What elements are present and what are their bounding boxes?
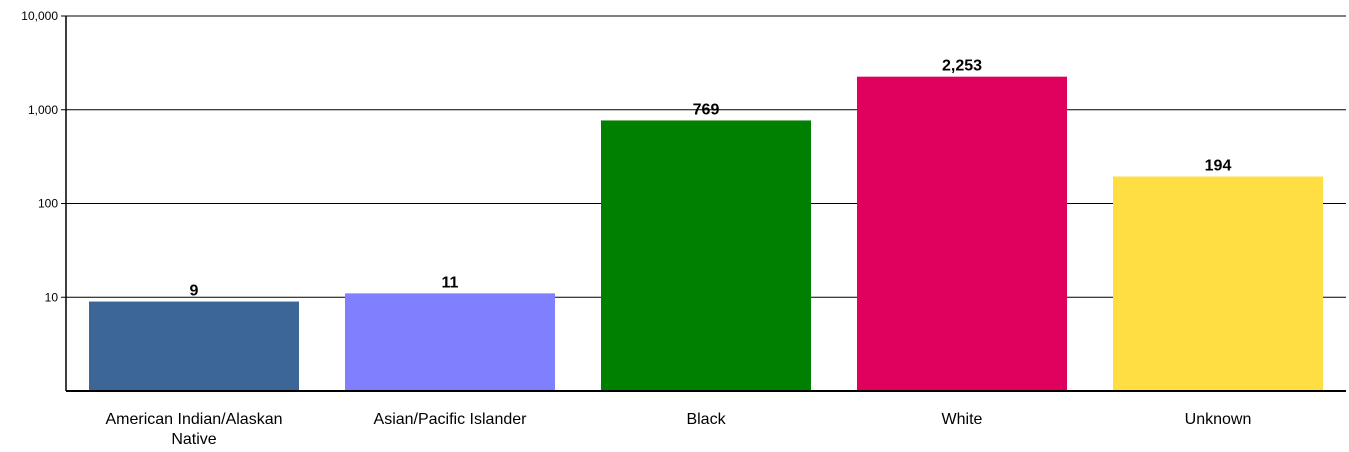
category-label: White [942, 411, 983, 428]
bar [345, 293, 555, 391]
axes [65, 16, 1346, 392]
bar [601, 120, 811, 392]
data-labels: 9 11 769 2,253 194 [190, 58, 1232, 300]
y-tick-label: 10 [45, 290, 59, 304]
data-label: 11 [442, 274, 459, 291]
category-label: Unknown [1185, 411, 1252, 428]
category-label: American Indian/Alaskan [106, 411, 283, 428]
category-label: Asian/Pacific Islander [374, 411, 528, 428]
data-label: 9 [190, 283, 199, 300]
y-tick-label: 10,000 [21, 9, 58, 23]
bar [89, 301, 299, 391]
data-label: 769 [693, 101, 720, 118]
category-label: Black [686, 411, 726, 428]
category-labels: American Indian/Alaskan Native Asian/Pacif… [106, 411, 1252, 448]
y-tick-label: 100 [38, 197, 58, 211]
data-label: 194 [1205, 158, 1232, 175]
y-axis-tick-labels: 10 100 1,000 10,000 [21, 9, 58, 304]
category-label: Native [171, 431, 216, 448]
bar [1113, 176, 1323, 391]
y-tick-label: 1,000 [28, 103, 58, 117]
data-label: 2,253 [942, 58, 982, 75]
bar [857, 76, 1067, 391]
bars [89, 76, 1323, 392]
